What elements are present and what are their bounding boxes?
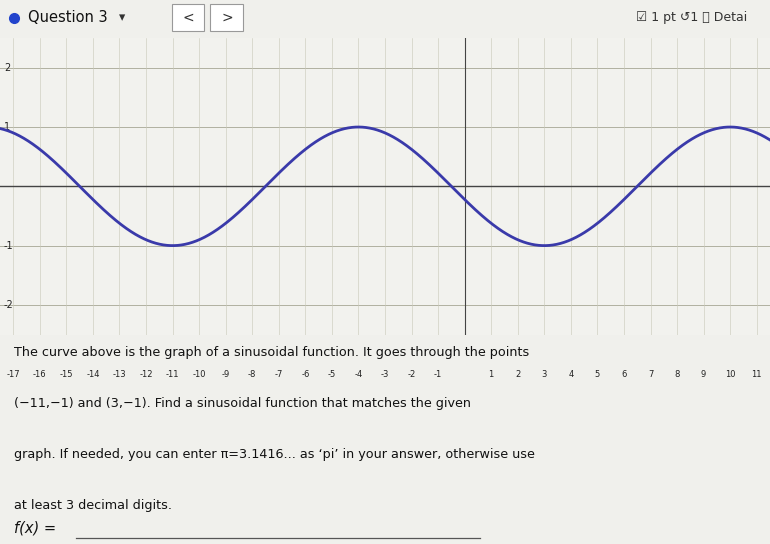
Text: 2: 2 (515, 370, 521, 379)
Text: (−11,−1) and (3,−1). Find a sinusoidal function that matches the given: (−11,−1) and (3,−1). Find a sinusoidal f… (14, 397, 470, 410)
Text: -8: -8 (248, 370, 256, 379)
Text: 10: 10 (725, 370, 735, 379)
Text: -2: -2 (4, 300, 14, 310)
Text: -10: -10 (192, 370, 206, 379)
Text: -15: -15 (59, 370, 73, 379)
Text: -13: -13 (112, 370, 126, 379)
Text: -7: -7 (275, 370, 283, 379)
Text: -16: -16 (33, 370, 47, 379)
Text: -12: -12 (139, 370, 152, 379)
Text: -5: -5 (328, 370, 336, 379)
FancyBboxPatch shape (210, 4, 243, 31)
Text: 5: 5 (594, 370, 600, 379)
Text: f(x) =: f(x) = (14, 521, 56, 536)
Text: 6: 6 (621, 370, 627, 379)
Text: 4: 4 (568, 370, 574, 379)
Text: 1: 1 (4, 122, 10, 132)
Text: -1: -1 (434, 370, 442, 379)
Text: 9: 9 (701, 370, 706, 379)
Text: -17: -17 (6, 370, 20, 379)
FancyBboxPatch shape (172, 4, 204, 31)
Text: -1: -1 (4, 240, 13, 251)
Text: at least 3 decimal digits.: at least 3 decimal digits. (14, 499, 172, 512)
Text: >: > (221, 11, 233, 24)
Text: -3: -3 (381, 370, 389, 379)
Text: The curve above is the graph of a sinusoidal function. It goes through the point: The curve above is the graph of a sinuso… (14, 346, 529, 359)
Text: <: < (182, 11, 195, 24)
Text: ▾: ▾ (119, 11, 126, 24)
Text: 3: 3 (541, 370, 547, 379)
Text: -14: -14 (86, 370, 99, 379)
Text: -6: -6 (301, 370, 310, 379)
Text: -9: -9 (222, 370, 229, 379)
Text: Question 3: Question 3 (28, 10, 107, 25)
Text: 8: 8 (675, 370, 680, 379)
Text: 2: 2 (4, 63, 10, 73)
Text: 7: 7 (648, 370, 653, 379)
Text: 1: 1 (489, 370, 494, 379)
Text: -2: -2 (407, 370, 416, 379)
Text: graph. If needed, you can enter π=3.1416... as ‘pi’ in your answer, otherwise us: graph. If needed, you can enter π=3.1416… (14, 448, 534, 461)
Text: -4: -4 (354, 370, 363, 379)
Text: -11: -11 (166, 370, 179, 379)
Text: 11: 11 (752, 370, 762, 379)
Text: ☑ 1 pt ↺1 ⓘ Detai: ☑ 1 pt ↺1 ⓘ Detai (636, 11, 747, 24)
